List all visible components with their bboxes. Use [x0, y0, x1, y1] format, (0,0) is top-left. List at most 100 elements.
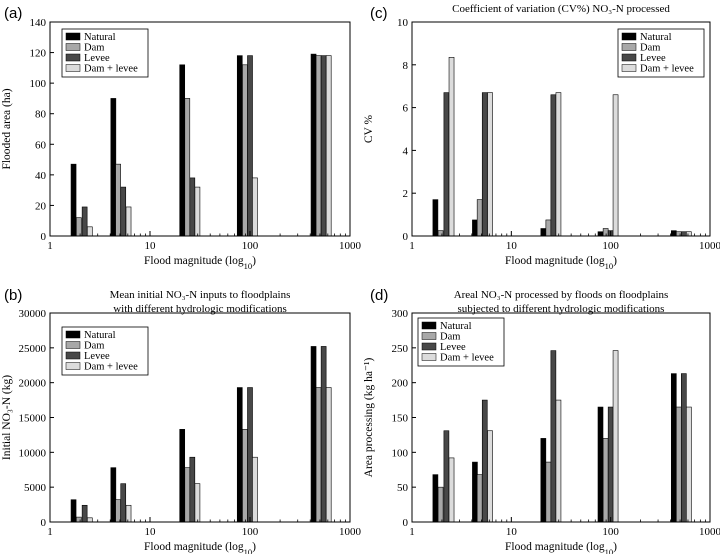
legend-label: Dam + levee [84, 64, 138, 75]
y-tick-label: 0 [403, 231, 409, 243]
bar-dam-group-2 [115, 163, 121, 237]
bar-dam-levee-group-1 [448, 457, 455, 523]
x-tick-label: 1 [47, 240, 53, 252]
bar-natural-group-4 [597, 231, 604, 237]
y-tick-label: 100 [392, 447, 409, 459]
legend-swatch [65, 43, 81, 51]
legend-label: Dam + levee [84, 362, 138, 373]
bar-natural-group-3 [179, 64, 186, 237]
bar-natural-group-5 [310, 53, 317, 237]
legend-label: Dam [84, 43, 104, 54]
y-tick-label: 8 [403, 60, 409, 72]
legend-swatch [65, 330, 81, 339]
bar-levee-group-1 [81, 206, 88, 237]
plot-frame [411, 21, 711, 237]
bar-natural-group-2 [110, 467, 117, 523]
y-tick-label: 250 [392, 343, 409, 355]
y-tick-label: 140 [30, 17, 47, 29]
y-axis-title: Flooded area (ha) [1, 88, 13, 169]
bar-dam-group-4 [602, 438, 609, 523]
bar-levee-group-5 [681, 231, 687, 237]
bar-dam-levee-group-4 [612, 350, 619, 523]
x-tick-label: 1000 [699, 526, 720, 538]
y-tick-label: 30000 [19, 308, 47, 320]
x-tick-label: 1000 [339, 526, 362, 538]
chart-panel-c: (c) Coefficient of variation (CV%) NO₃-N … [363, 3, 720, 271]
y-tick-label: 5000 [24, 482, 47, 494]
legend-swatch [621, 53, 637, 62]
y-tick-label: 150 [392, 413, 409, 425]
x-axis-title: Flood magnitude (log10) [505, 255, 617, 271]
x-tick-label: 10 [145, 526, 157, 538]
x-tick-label: 1 [409, 526, 415, 538]
chart-title: with different hydrologic modifications [113, 303, 287, 315]
bar-levee-group-5 [320, 55, 327, 237]
y-tick-label: 0 [41, 231, 47, 243]
legend-label: Natural [84, 32, 116, 43]
plot-frame [49, 21, 351, 237]
legend-label: Levee [640, 53, 666, 64]
bar-dam-levee-group-2 [125, 504, 132, 523]
bar-dam-group-2 [476, 199, 483, 237]
legend-swatch [65, 32, 81, 41]
panel-label: (b) [4, 287, 22, 304]
legend-swatch [65, 351, 81, 360]
bar-dam-group-4 [242, 429, 248, 523]
bar-dam-group-1 [75, 516, 82, 523]
bar-dam-group-1 [437, 486, 444, 523]
y-tick-label: 40 [35, 170, 47, 182]
legend-swatch [65, 64, 81, 72]
bar-natural-group-2 [472, 219, 478, 237]
legend-label: Natural [440, 321, 472, 332]
x-tick-label: 1000 [699, 240, 720, 252]
chart-title: subjected to different hydrologic modifi… [458, 303, 665, 315]
bar-natural-group-5 [670, 230, 677, 237]
bar-dam-group-5 [675, 231, 682, 237]
x-tick-label: 1000 [339, 240, 362, 252]
chart-title: Areal NO₃-N processed by floods on flood… [454, 289, 669, 301]
legend-swatch [65, 53, 81, 62]
x-tick-label: 100 [242, 526, 259, 538]
y-axis-title: CV % [363, 114, 375, 143]
chart-panel-a: (a) 0 20 40 60 80 100 120 140 1 10 100 1000 Flood mag… [1, 5, 362, 271]
y-axis-title: Area processing (kg ha⁻¹) [363, 357, 375, 477]
legend-label: Natural [640, 32, 672, 43]
panel-label: (a) [4, 5, 22, 22]
bar-levee-group-3 [189, 177, 196, 237]
bar-levee-group-5 [320, 346, 327, 523]
legend-swatch [65, 341, 81, 349]
bar-levee-group-5 [681, 373, 687, 523]
bar-levee-group-1 [81, 504, 88, 523]
legend-label: Dam [640, 43, 660, 54]
x-tick-label: 10 [145, 240, 157, 252]
x-axis-title: Flood magnitude (log10) [505, 541, 617, 554]
panel-label: (d) [370, 287, 388, 304]
bar-levee-group-4 [247, 387, 253, 523]
x-tick-label: 10 [506, 240, 518, 252]
bar-levee-group-2 [120, 186, 127, 237]
bar-natural-group-3 [179, 429, 186, 523]
bar-levee-group-2 [120, 483, 127, 523]
bar-dam-levee-group-3 [555, 399, 562, 523]
y-tick-label: 60 [35, 139, 47, 151]
bar-dam-levee-group-3 [555, 92, 562, 237]
bar-dam-group-2 [115, 499, 121, 523]
bar-dam-levee-group-3 [194, 483, 201, 523]
bar-dam-levee-group-1 [448, 57, 455, 237]
y-tick-label: 20 [35, 200, 47, 212]
y-tick-label: 100 [30, 78, 47, 90]
bar-levee-group-3 [189, 456, 196, 523]
legend-label: Dam + levee [640, 64, 694, 75]
bar-dam-group-5 [675, 406, 682, 523]
bar-dam-levee-group-5 [325, 387, 332, 523]
y-tick-label: 2 [403, 188, 409, 200]
legend-label: Dam [440, 332, 460, 343]
x-axis-title: Flood magnitude (log10) [144, 541, 256, 554]
x-tick-label: 100 [242, 240, 259, 252]
legend-label: Levee [84, 53, 110, 64]
legend-label: Natural [84, 330, 116, 341]
bar-dam-group-1 [437, 230, 444, 237]
